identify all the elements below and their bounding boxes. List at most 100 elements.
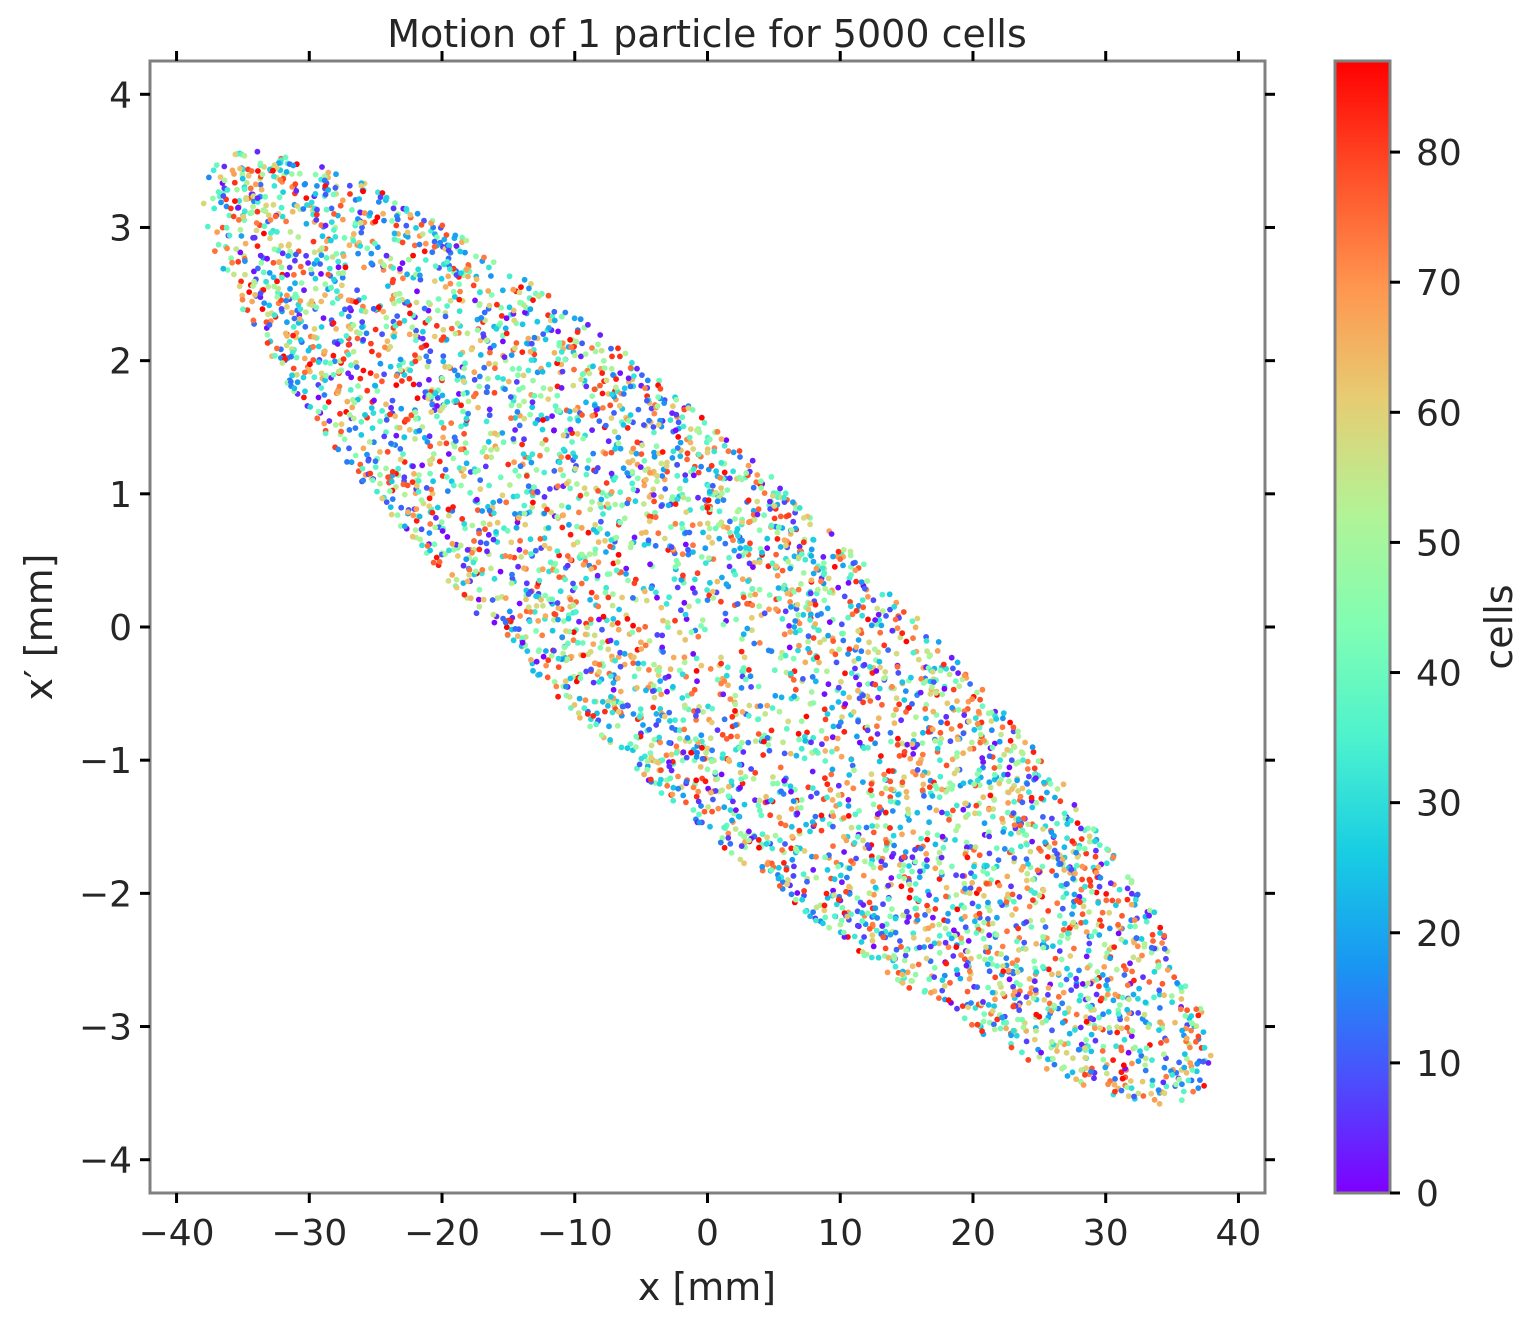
scatter-point (1012, 906, 1019, 912)
scatter-point (739, 780, 746, 787)
scatter-point (987, 792, 994, 799)
scatter-point (750, 484, 757, 491)
scatter-point (663, 601, 670, 607)
scatter-point (718, 490, 725, 497)
scatter-point (512, 467, 519, 474)
scatter-point (559, 634, 566, 640)
scatter-point (567, 675, 574, 682)
scatter-point (571, 366, 577, 373)
scatter-point (816, 659, 822, 666)
scatter-point (665, 673, 672, 680)
scatter-point (651, 694, 658, 701)
scatter-point (884, 969, 891, 976)
scatter-point (387, 488, 393, 494)
scatter-point (745, 497, 752, 504)
scatter-point (1059, 1065, 1065, 1072)
scatter-point (464, 578, 471, 585)
scatter-point (480, 596, 487, 603)
scatter-point (1023, 856, 1030, 862)
scatter-point (752, 738, 759, 744)
scatter-point (1071, 891, 1078, 898)
scatter-point (1072, 1027, 1078, 1033)
scatter-point (883, 785, 889, 792)
scatter-point (266, 302, 273, 309)
scatter-point (758, 485, 765, 491)
scatter-point (536, 671, 543, 678)
scatter-point (648, 585, 655, 592)
scatter-point (877, 629, 884, 636)
scatter-point (854, 908, 861, 915)
scatter-point (237, 226, 244, 233)
scatter-point (696, 451, 702, 458)
scatter-point (1006, 778, 1012, 785)
scatter-point (840, 637, 847, 644)
scatter-point (875, 954, 882, 961)
scatter-point (1149, 1057, 1155, 1063)
scatter-point (864, 727, 871, 734)
scatter-point (821, 570, 828, 576)
scatter-point (530, 297, 536, 303)
scatter-point (1111, 1081, 1118, 1088)
scatter-point (859, 612, 866, 619)
scatter-point (359, 319, 366, 325)
scatter-point (215, 241, 222, 248)
scatter-point (531, 334, 538, 341)
scatter-point (1087, 1015, 1094, 1022)
scatter-point (318, 252, 325, 259)
scatter-point (631, 373, 637, 379)
scatter-point (841, 593, 848, 600)
scatter-point (632, 498, 639, 505)
scatter-point (484, 548, 490, 555)
scatter-point (513, 379, 520, 385)
scatter-point (761, 490, 768, 496)
scatter-point (926, 784, 933, 790)
scatter-point (841, 849, 847, 855)
scatter-point (562, 356, 569, 363)
scatter-point (898, 717, 904, 724)
scatter-point (391, 300, 397, 307)
scatter-point (480, 520, 487, 527)
scatter-point (322, 348, 328, 355)
scatter-point (1107, 955, 1113, 962)
scatter-point (646, 726, 653, 733)
scatter-point (1131, 977, 1137, 984)
scatter-point (328, 237, 334, 244)
scatter-point (696, 819, 703, 826)
scatter-point (1148, 949, 1155, 956)
scatter-point (436, 440, 443, 447)
scatter-point (1003, 955, 1010, 962)
scatter-point (509, 571, 515, 578)
scatter-point (409, 533, 416, 540)
scatter-point (522, 309, 528, 316)
scatter-point (977, 731, 984, 738)
scatter-point (511, 459, 517, 466)
scatter-point (263, 278, 269, 285)
scatter-point (846, 865, 853, 872)
scatter-point (369, 425, 376, 431)
scatter-point (549, 413, 555, 419)
scatter-point (701, 419, 708, 426)
scatter-point (607, 402, 614, 409)
scatter-point (919, 751, 926, 758)
scatter-point (728, 778, 735, 785)
scatter-point (835, 792, 842, 799)
scatter-point (226, 232, 233, 239)
scatter-point (745, 712, 752, 719)
scatter-point (490, 611, 497, 618)
scatter-point (438, 519, 445, 526)
scatter-point (1007, 719, 1013, 726)
scatter-point (1118, 1087, 1125, 1094)
scatter-point (383, 465, 389, 472)
scatter-point (709, 588, 716, 595)
scatter-point (827, 787, 834, 793)
scatter-point (491, 575, 498, 582)
scatter-point (589, 345, 595, 351)
scatter-point (837, 872, 844, 879)
scatter-point (266, 322, 273, 328)
scatter-point (555, 655, 562, 662)
scatter-point (527, 536, 534, 543)
scatter-point (710, 796, 716, 803)
scatter-point (943, 762, 950, 769)
scatter-point (1011, 798, 1017, 805)
scatter-point (323, 206, 330, 213)
